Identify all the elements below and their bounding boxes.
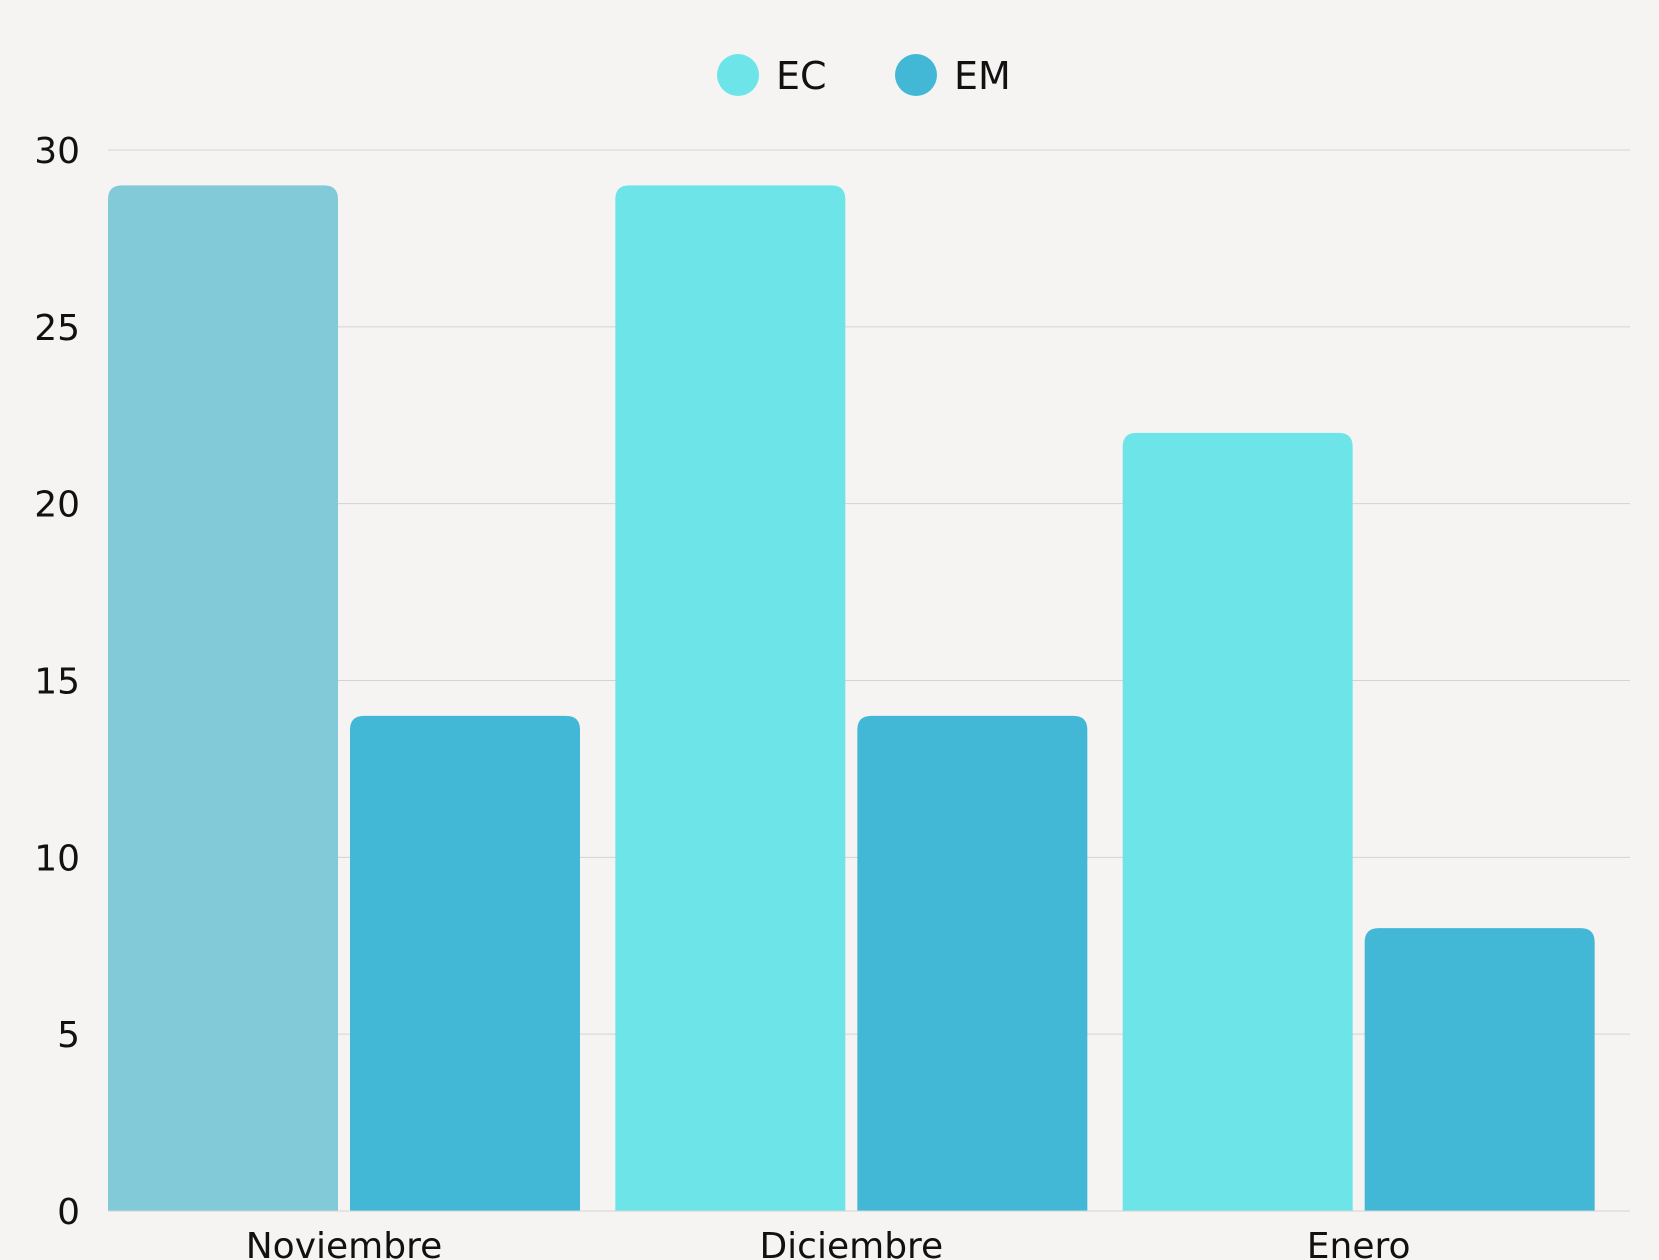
bar-ec-enero (1122, 432, 1353, 1211)
legend-label-em: EM (954, 54, 1011, 98)
legend: EC EM (717, 54, 1011, 98)
y-tick-label-10: 10 (34, 838, 80, 879)
y-tick-label-15: 15 (34, 662, 80, 703)
legend-swatch-em (895, 54, 937, 96)
y-tick-label-5: 5 (57, 1015, 80, 1056)
x-tick-label-noviembre: Noviembre (246, 1226, 443, 1260)
x-tick-label-diciembre: Diciembre (759, 1226, 943, 1260)
y-tick-label-30: 30 (34, 131, 80, 172)
y-axis: 0 5 10 15 20 25 30 (34, 131, 80, 1233)
bars (108, 185, 1595, 1211)
bar-ec-noviembre (108, 185, 338, 1211)
y-tick-label-20: 20 (34, 485, 80, 526)
x-tick-label-enero: Enero (1307, 1226, 1411, 1260)
legend-label-ec: EC (776, 54, 827, 98)
bar-ec-diciembre (615, 185, 846, 1211)
bar-em-noviembre (350, 715, 580, 1211)
bar-em-enero (1364, 928, 1595, 1211)
legend-swatch-ec (717, 54, 759, 96)
y-tick-label-25: 25 (34, 308, 80, 349)
y-tick-label-0: 0 (57, 1192, 80, 1233)
bar-em-diciembre (857, 715, 1088, 1211)
x-axis: Noviembre Diciembre Enero (108, 1210, 1630, 1260)
